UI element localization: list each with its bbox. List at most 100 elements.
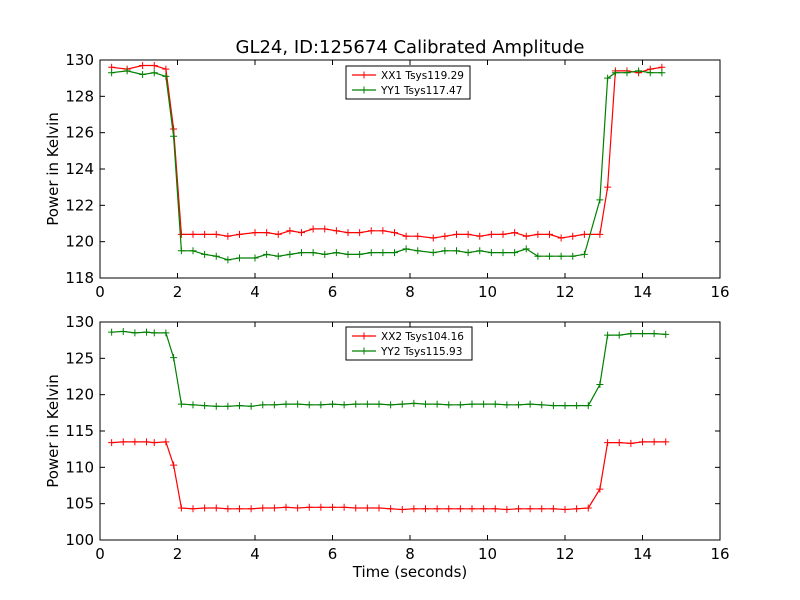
data-point-marker <box>177 504 185 512</box>
data-point-marker <box>615 331 623 339</box>
data-point-marker <box>131 438 139 446</box>
data-point-marker <box>453 247 460 255</box>
data-point-marker <box>635 67 643 75</box>
data-point-marker <box>286 227 294 235</box>
data-point-marker <box>212 402 220 410</box>
y-tick-label: 110 <box>65 458 94 476</box>
data-point-marker <box>170 132 178 140</box>
data-point-marker <box>251 254 259 262</box>
data-point-marker <box>352 400 360 408</box>
data-point-marker <box>611 69 619 77</box>
data-point-marker <box>391 229 398 237</box>
data-point-marker <box>480 505 488 513</box>
data-point-marker <box>224 402 232 410</box>
data-point-marker <box>569 252 577 260</box>
x-tick-label: 8 <box>405 283 415 301</box>
data-point-marker <box>538 505 546 513</box>
data-point-marker <box>561 505 569 513</box>
data-point-marker <box>259 504 267 512</box>
y-tick-label: 120 <box>65 233 94 251</box>
data-point-marker <box>119 327 127 335</box>
x-tick-label: 0 <box>95 545 105 563</box>
data-point-marker <box>236 402 243 410</box>
x-tick-label: 6 <box>328 545 338 563</box>
data-point-marker <box>596 230 604 238</box>
data-point-marker <box>317 503 325 511</box>
data-point-marker <box>201 230 209 238</box>
legend-label: XX1 Tsys119.29 <box>381 70 464 82</box>
data-point-marker <box>189 247 197 255</box>
data-point-marker <box>367 249 375 257</box>
data-point-marker <box>321 225 329 233</box>
data-point-marker <box>584 504 592 512</box>
data-point-marker <box>549 505 557 513</box>
data-point-marker <box>546 252 553 260</box>
data-point-marker <box>456 505 464 513</box>
x-tick-label: 12 <box>555 545 574 563</box>
data-point-marker <box>604 74 612 82</box>
data-point-marker <box>150 329 158 337</box>
data-point-marker <box>177 400 185 408</box>
data-point-marker <box>573 505 581 513</box>
data-point-marker <box>247 402 255 410</box>
data-point-marker <box>340 503 348 511</box>
x-tick-label: 10 <box>478 545 497 563</box>
data-point-marker <box>247 505 255 513</box>
data-point-marker <box>270 401 278 409</box>
data-point-marker <box>177 247 185 255</box>
data-point-marker <box>270 504 278 512</box>
data-point-marker <box>650 330 658 338</box>
data-point-marker <box>143 328 150 336</box>
data-point-marker <box>212 252 220 260</box>
data-point-marker <box>212 504 220 512</box>
data-point-marker <box>387 505 395 513</box>
data-point-marker <box>298 249 305 257</box>
data-point-marker <box>433 400 441 408</box>
data-point-marker <box>123 67 131 75</box>
data-point-marker <box>224 232 232 240</box>
data-point-marker <box>422 400 429 408</box>
y-tick-label: 118 <box>65 269 94 287</box>
data-point-marker <box>569 232 577 240</box>
data-point-marker <box>561 402 569 410</box>
data-point-marker <box>414 247 422 255</box>
y-tick-label: 125 <box>65 349 94 367</box>
data-point-marker <box>604 183 612 191</box>
data-point-marker <box>410 399 418 407</box>
x-tick-label: 0 <box>95 283 105 301</box>
data-point-marker <box>294 400 302 408</box>
data-point-marker <box>201 504 209 512</box>
data-point-marker <box>236 254 243 262</box>
data-point-marker <box>658 69 666 77</box>
data-point-marker <box>263 229 271 237</box>
data-point-marker <box>387 401 395 409</box>
x-tick-label: 8 <box>405 545 415 563</box>
data-point-marker <box>162 438 170 446</box>
data-point-marker <box>189 505 197 513</box>
data-point-marker <box>402 232 410 240</box>
data-point-marker <box>557 234 565 242</box>
data-point-marker <box>236 230 243 238</box>
data-point-marker <box>309 225 317 233</box>
data-point-marker <box>332 249 340 257</box>
data-point-marker <box>511 249 519 257</box>
y-tick-label: 130 <box>65 51 94 69</box>
y-tick-label: 122 <box>65 196 94 214</box>
y-axis-label: Power in Kelvin <box>44 374 62 488</box>
data-point-marker <box>526 505 534 513</box>
data-point-marker <box>491 400 499 408</box>
data-point-marker <box>487 249 495 257</box>
data-point-marker <box>259 401 267 409</box>
data-point-marker <box>108 439 116 447</box>
x-tick-label: 16 <box>710 545 729 563</box>
x-tick-label: 10 <box>478 283 497 301</box>
y-tick-label: 105 <box>65 495 94 513</box>
data-point-marker <box>441 247 449 255</box>
data-point-marker <box>526 400 534 408</box>
data-point-marker <box>162 72 170 80</box>
x-tick-label: 2 <box>173 283 183 301</box>
y-tick-label: 126 <box>65 124 94 142</box>
data-point-marker <box>150 69 158 77</box>
